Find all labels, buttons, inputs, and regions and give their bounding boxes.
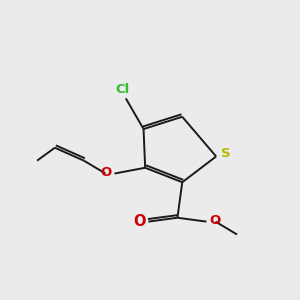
Text: O: O (133, 214, 145, 229)
Text: O: O (209, 214, 220, 227)
Text: S: S (221, 147, 231, 161)
Text: O: O (101, 167, 112, 179)
Text: Cl: Cl (116, 83, 130, 96)
